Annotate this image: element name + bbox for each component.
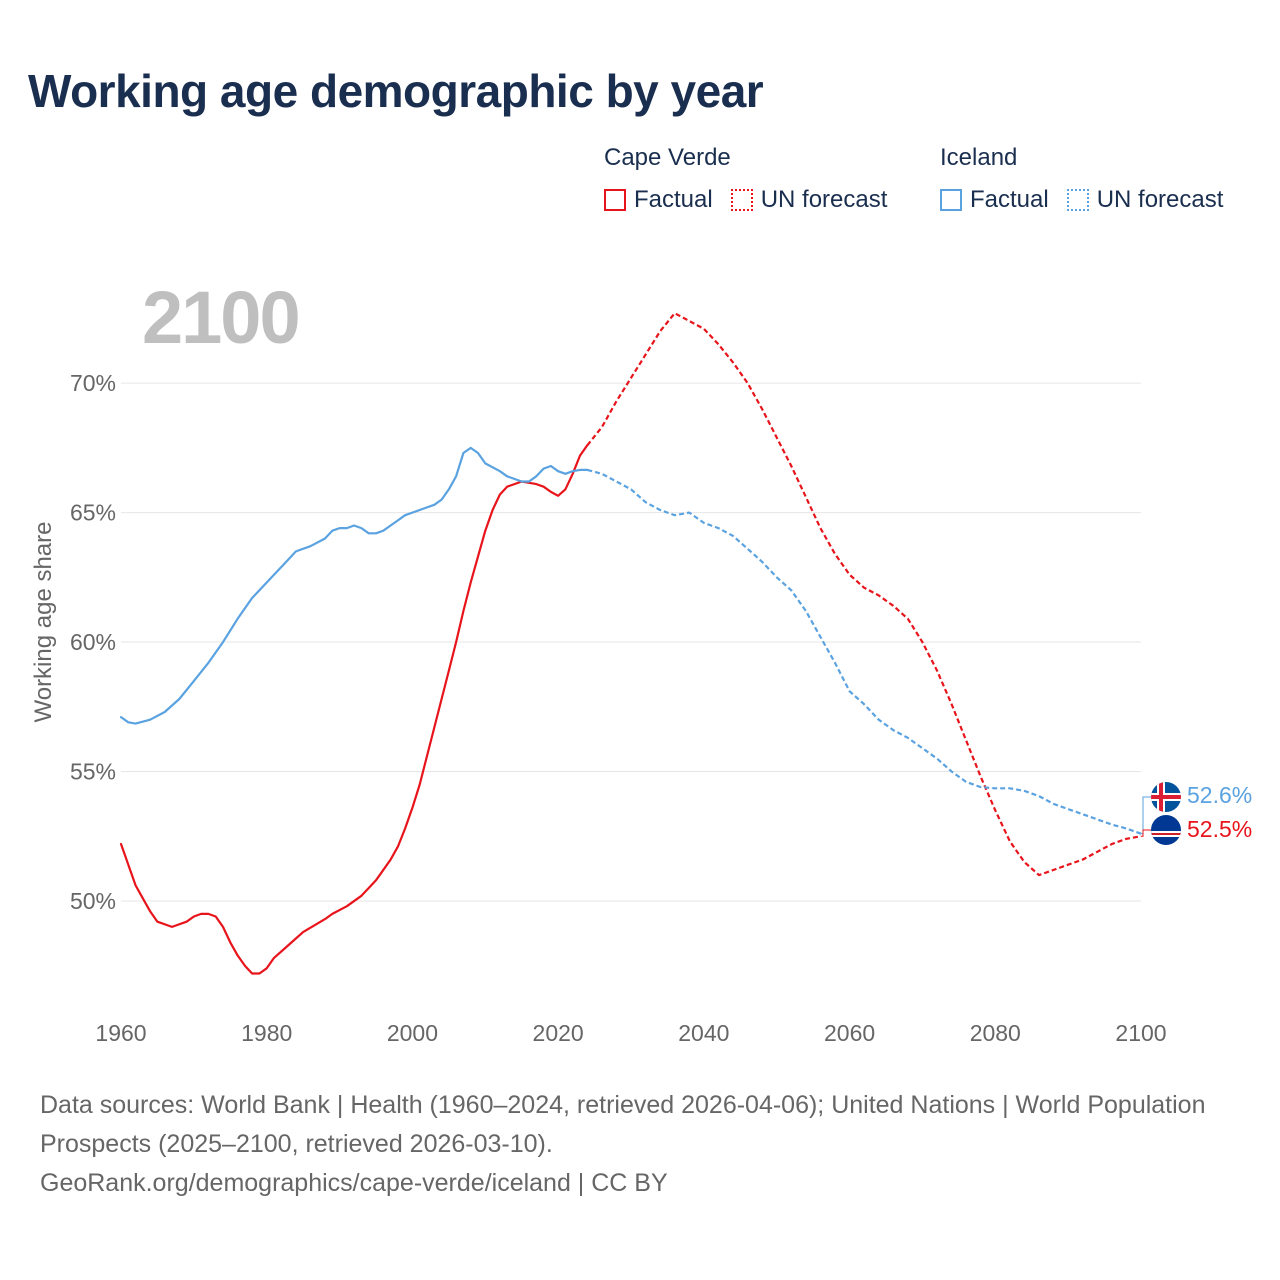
x-tick-label: 2020 — [533, 1020, 584, 1046]
y-tick-label: 50% — [70, 888, 116, 914]
legend-label: Factual — [634, 186, 713, 213]
x-tick-label: 2000 — [387, 1020, 438, 1046]
x-tick-label: 2080 — [970, 1020, 1021, 1046]
credit-link[interactable]: GeoRank.org/demographics/cape-verde/icel… — [40, 1169, 668, 1197]
legend-swatch-dotted — [730, 189, 753, 211]
iceland-flag-icon — [1151, 782, 1181, 812]
legend-item-cape-verde-forecast[interactable]: UN forecast — [730, 186, 888, 214]
y-tick-label: 60% — [70, 629, 116, 655]
x-tick-label: 2100 — [1115, 1020, 1166, 1046]
x-tick-label: 1980 — [241, 1020, 292, 1046]
footer: Data sources: World Bank | Health (1960–… — [40, 1086, 1240, 1203]
x-axis-ticks: 1960 1980 2000 2020 2040 2060 2080 2100 — [95, 1020, 1166, 1046]
legend-group-cape-verde: Cape Verde Factual UN forecast — [604, 144, 905, 214]
x-tick-label: 1960 — [95, 1020, 146, 1046]
legend-group-iceland: Iceland Factual UN forecast — [940, 144, 1241, 214]
y-tick-label: 65% — [70, 500, 116, 526]
data-sources-text: Data sources: World Bank | Health (1960–… — [40, 1091, 1206, 1158]
legend-label: Factual — [970, 186, 1049, 213]
connector-iceland — [1141, 796, 1151, 835]
y-axis-ticks: 50% 55% 60% 65% 70% — [70, 370, 116, 914]
legend-group-name: Iceland — [940, 144, 1018, 171]
series-line-iceland-factual — [119, 446, 589, 725]
y-tick-label: 70% — [70, 370, 116, 396]
series-line-cape-verde-forecast — [586, 312, 1142, 877]
legend-swatch-solid — [604, 189, 626, 211]
legend-item-iceland-forecast[interactable]: UN forecast — [1066, 186, 1224, 214]
year-watermark: 2100 — [142, 276, 299, 359]
legend-item-cape-verde-factual[interactable]: Factual — [604, 186, 713, 214]
end-label-connectors — [1141, 796, 1151, 837]
chart-title: Working age demographic by year — [28, 65, 764, 117]
end-label-cape-verde: 52.5% — [1187, 816, 1252, 842]
x-tick-label: 2060 — [824, 1020, 875, 1046]
cape-verde-flag-icon — [1151, 815, 1181, 845]
y-axis-label: Working age share — [30, 522, 57, 723]
end-label-iceland: 52.6% — [1187, 782, 1252, 808]
x-tick-label: 2040 — [678, 1020, 729, 1046]
legend-swatch-dotted — [1066, 189, 1089, 211]
legend-label: UN forecast — [760, 186, 888, 213]
series-lines — [119, 312, 1142, 975]
series-line-iceland-forecast — [587, 468, 1142, 835]
legend-group-name: Cape Verde — [604, 144, 731, 171]
legend-label: UN forecast — [1096, 186, 1224, 213]
legend-swatch-solid — [940, 189, 962, 211]
connector-cape-verde — [1141, 829, 1151, 837]
legend-item-iceland-factual[interactable]: Factual — [940, 186, 1049, 214]
y-tick-label: 55% — [70, 759, 116, 785]
grid-lines — [121, 382, 1141, 902]
